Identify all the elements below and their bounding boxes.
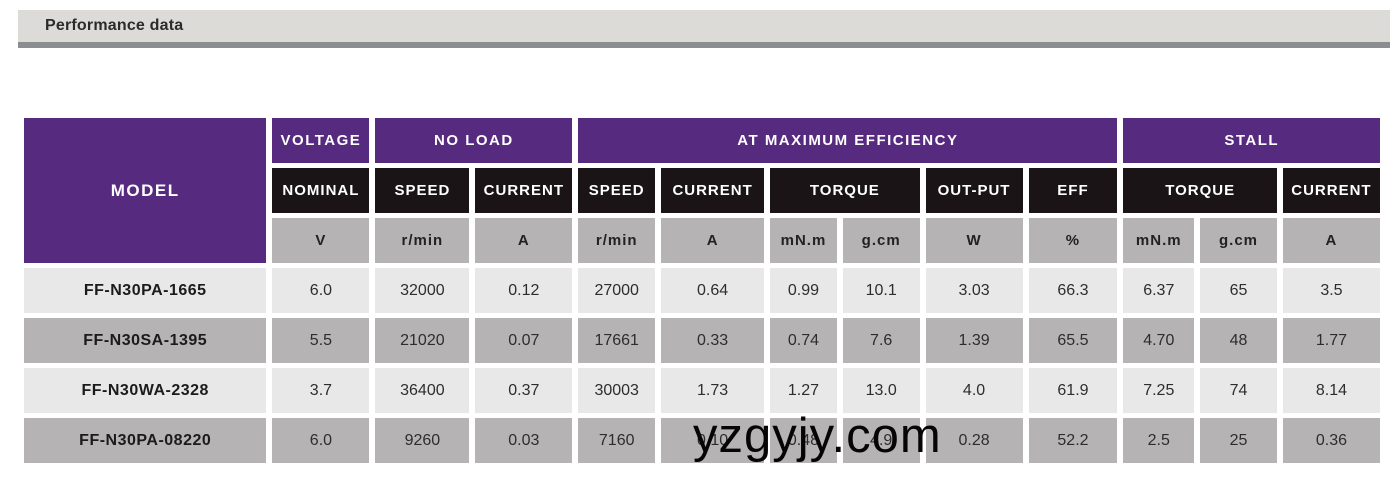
- table-row: FF-N30PA-1665 6.0 32000 0.12 27000 0.64 …: [24, 268, 1380, 313]
- unit-cell: W: [925, 218, 1023, 263]
- data-cell: 6.0: [272, 268, 370, 313]
- data-cell: 8.14: [1282, 368, 1380, 413]
- data-cell: 13.0: [842, 368, 920, 413]
- data-cell: 3.5: [1282, 268, 1380, 313]
- data-cell: 21020: [375, 318, 470, 363]
- group-header-voltage: VOLTAGE: [272, 118, 370, 163]
- unit-cell: r/min: [375, 218, 470, 263]
- model-name-cell: FF-N30SA-1395: [24, 318, 267, 363]
- data-cell: 48: [1200, 318, 1277, 363]
- subheader-noload-speed: SPEED: [375, 168, 470, 213]
- data-cell: 0.74: [770, 318, 837, 363]
- section-title: Performance data: [45, 17, 184, 34]
- data-cell: 0.99: [770, 268, 837, 313]
- subheader-row: NOMINAL SPEED CURRENT SPEED CURRENT TORQ…: [24, 168, 1380, 213]
- data-cell: 1.39: [925, 318, 1023, 363]
- data-cell: 6.0: [272, 418, 370, 463]
- data-cell: 0.07: [475, 318, 573, 363]
- data-cell: 0.28: [925, 418, 1023, 463]
- unit-cell: g.cm: [1200, 218, 1277, 263]
- table-row: FF-N30PA-08220 6.0 9260 0.03 7160 0.10 0…: [24, 418, 1380, 463]
- data-cell: 65.5: [1028, 318, 1118, 363]
- section-header: Performance data: [18, 10, 1390, 48]
- subheader-output: OUT-PUT: [925, 168, 1023, 213]
- data-cell: 65: [1200, 268, 1277, 313]
- units-row: V r/min A r/min A mN.m g.cm W % mN.m g.c…: [24, 218, 1380, 263]
- unit-cell: V: [272, 218, 370, 263]
- model-header-cell: MODEL: [24, 118, 267, 263]
- data-cell: 25: [1200, 418, 1277, 463]
- subheader-maxeff-torque: TORQUE: [770, 168, 920, 213]
- table-row: FF-N30WA-2328 3.7 36400 0.37 30003 1.73 …: [24, 368, 1380, 413]
- subheader-maxeff-current: CURRENT: [661, 168, 765, 213]
- model-name-cell: FF-N30PA-1665: [24, 268, 267, 313]
- data-cell: 7160: [578, 418, 656, 463]
- table-row: FF-N30SA-1395 5.5 21020 0.07 17661 0.33 …: [24, 318, 1380, 363]
- subheader-maxeff-speed: SPEED: [578, 168, 656, 213]
- data-cell: 10.1: [842, 268, 920, 313]
- data-cell: 32000: [375, 268, 470, 313]
- unit-cell: A: [475, 218, 573, 263]
- group-header-max-efficiency: AT MAXIMUM EFFICIENCY: [578, 118, 1118, 163]
- subheader-eff: EFF: [1028, 168, 1118, 213]
- performance-table: MODEL VOLTAGE NO LOAD AT MAXIMUM EFFICIE…: [18, 113, 1386, 468]
- data-cell: 1.73: [661, 368, 765, 413]
- data-cell: 2.5: [1123, 418, 1195, 463]
- data-cell: 0.12: [475, 268, 573, 313]
- data-cell: 17661: [578, 318, 656, 363]
- data-cell: 4.70: [1123, 318, 1195, 363]
- data-cell: 6.37: [1123, 268, 1195, 313]
- group-header-stall: STALL: [1123, 118, 1380, 163]
- data-cell: 0.10: [661, 418, 765, 463]
- data-cell: 36400: [375, 368, 470, 413]
- unit-cell: A: [661, 218, 765, 263]
- data-cell: 3.03: [925, 268, 1023, 313]
- group-header-row: MODEL VOLTAGE NO LOAD AT MAXIMUM EFFICIE…: [24, 118, 1380, 263]
- data-cell: 30003: [578, 368, 656, 413]
- data-cell: 1.27: [770, 368, 837, 413]
- data-cell: 3.7: [272, 368, 370, 413]
- unit-cell: A: [1282, 218, 1380, 263]
- unit-cell: g.cm: [842, 218, 920, 263]
- data-cell: 7.25: [1123, 368, 1195, 413]
- data-cell: 9260: [375, 418, 470, 463]
- data-cell: 0.33: [661, 318, 765, 363]
- model-name-cell: FF-N30WA-2328: [24, 368, 267, 413]
- data-cell: 0.48: [770, 418, 837, 463]
- unit-cell: %: [1028, 218, 1118, 263]
- subheader-noload-current: CURRENT: [475, 168, 573, 213]
- data-cell: 0.37: [475, 368, 573, 413]
- subheader-stall-torque: TORQUE: [1123, 168, 1277, 213]
- unit-cell: r/min: [578, 218, 656, 263]
- unit-cell: mN.m: [770, 218, 837, 263]
- data-cell: 66.3: [1028, 268, 1118, 313]
- data-cell: 61.9: [1028, 368, 1118, 413]
- data-cell: 5.5: [272, 318, 370, 363]
- model-name-cell: FF-N30PA-08220: [24, 418, 267, 463]
- group-header-no-load: NO LOAD: [375, 118, 573, 163]
- data-cell: 0.36: [1282, 418, 1380, 463]
- data-cell: 1.77: [1282, 318, 1380, 363]
- data-cell: 74: [1200, 368, 1277, 413]
- data-cell: 27000: [578, 268, 656, 313]
- data-cell: 7.6: [842, 318, 920, 363]
- data-cell: 4.0: [925, 368, 1023, 413]
- data-cell: 0.03: [475, 418, 573, 463]
- unit-cell: mN.m: [1123, 218, 1195, 263]
- data-cell: 4.9: [842, 418, 920, 463]
- subheader-nominal: NOMINAL: [272, 168, 370, 213]
- data-cell: 0.64: [661, 268, 765, 313]
- data-cell: 52.2: [1028, 418, 1118, 463]
- subheader-stall-current: CURRENT: [1282, 168, 1380, 213]
